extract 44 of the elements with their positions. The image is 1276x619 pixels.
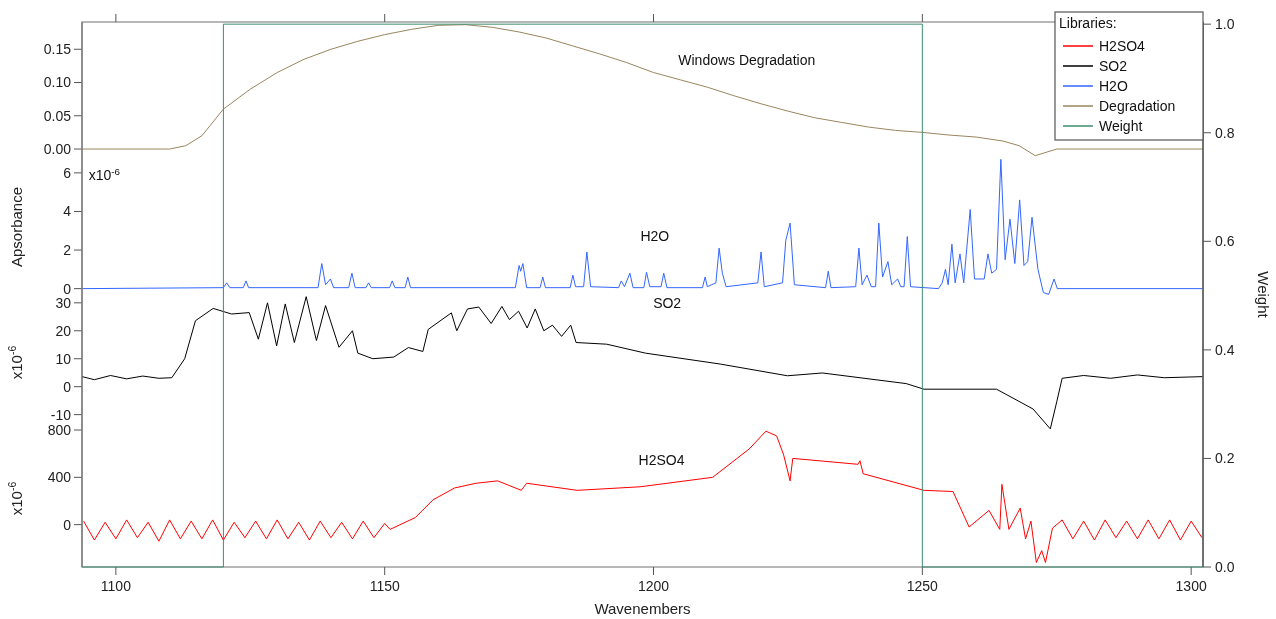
text: SO2 — [1099, 57, 1128, 74]
legend-title: Libraries: — [1059, 15, 1117, 31]
text: H2O — [1099, 77, 1128, 94]
legend-label: Weight — [1099, 117, 1143, 134]
y2-tick-label: 0.4 — [1215, 341, 1235, 358]
y-tick-label: 0.05 — [43, 107, 72, 124]
y2-tick-label: 1.0 — [1215, 16, 1235, 33]
y-tick-label: 0.15 — [43, 41, 72, 58]
y-tick-label: 10 — [55, 350, 72, 367]
y2-axis-title: Weight — [1255, 271, 1272, 319]
y-tick-label: 2 — [63, 241, 72, 258]
y-tick-label: 6 — [63, 164, 72, 181]
y-tick-label: 20 — [55, 322, 72, 339]
line-series — [81, 296, 1204, 430]
y2-tick-label: 0.0 — [1215, 558, 1235, 575]
series-label: H2SO4 — [638, 452, 685, 469]
y2-tick-label: 0.2 — [1215, 450, 1235, 467]
y-axis-title: Apsorbance — [8, 186, 25, 268]
x-axis-title: Wavenembers — [594, 600, 691, 617]
annotation: Windows Degradation — [678, 52, 816, 69]
annotation: x10$^{-6}$ — [88, 165, 121, 184]
x-tick-label: 1250 — [906, 578, 939, 594]
text: H2O — [640, 228, 670, 245]
x-tick-label: 1200 — [637, 578, 670, 594]
line-series — [81, 158, 1204, 295]
y-tick-label: 0 — [63, 280, 72, 297]
x-tick-label: 1150 — [369, 578, 400, 594]
text: SO2 — [653, 295, 682, 311]
y2-tick-label: 0.8 — [1215, 124, 1235, 141]
y-tick-label: -10 — [50, 406, 72, 423]
x-tick-label: 1300 — [1175, 578, 1207, 594]
y-tick-label: 0.00 — [43, 140, 72, 157]
text: H2SO4 — [1099, 37, 1145, 54]
y-tick-label: 0 — [63, 516, 72, 533]
line-series — [83, 430, 1203, 563]
y-tick-label: 400 — [47, 469, 72, 486]
y-tick-label: 4 — [63, 203, 72, 220]
y-tick-label: 800 — [47, 421, 72, 438]
y-tick-label: 30 — [55, 294, 72, 311]
y2-tick-label: 0.6 — [1215, 233, 1235, 250]
x-tick-label: 1100 — [100, 578, 132, 594]
y-tick-label: 0 — [63, 378, 72, 395]
y-tick-label: 0.10 — [43, 74, 72, 91]
text: Degradation — [1099, 97, 1176, 114]
